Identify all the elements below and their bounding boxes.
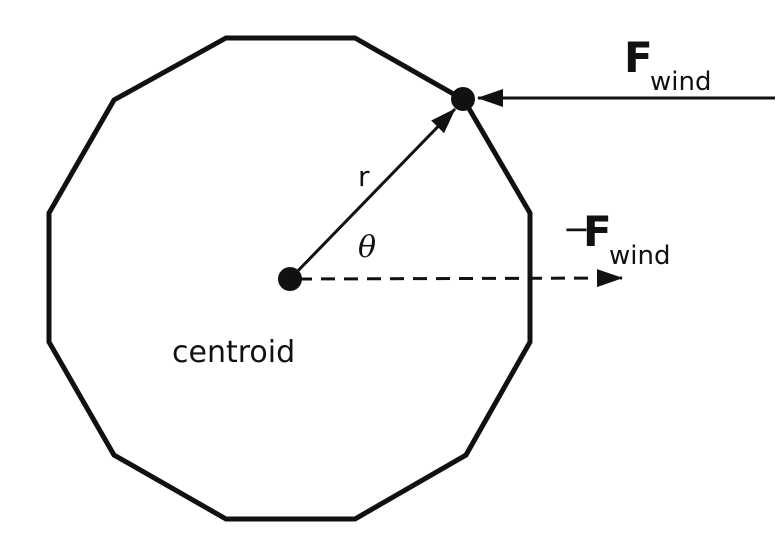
negative-sign: − — [563, 210, 590, 248]
vertex-point — [451, 87, 475, 111]
centroid-label: centroid — [172, 335, 295, 370]
wind-force-symbol: F — [624, 33, 653, 82]
wind-force-subscript: wind — [650, 67, 711, 97]
angle-label: θ — [358, 230, 376, 265]
radius-label: r — [358, 160, 370, 193]
radius-vector — [288, 107, 457, 281]
centroid-point — [278, 267, 302, 291]
wind-force-label: F wind — [624, 33, 711, 97]
negative-wind-force-arrow — [297, 269, 623, 288]
negative-wind-force-symbol: F — [583, 207, 612, 256]
negative-wind-force-label: − F wind — [563, 207, 670, 271]
negative-wind-force-subscript: wind — [609, 241, 670, 271]
